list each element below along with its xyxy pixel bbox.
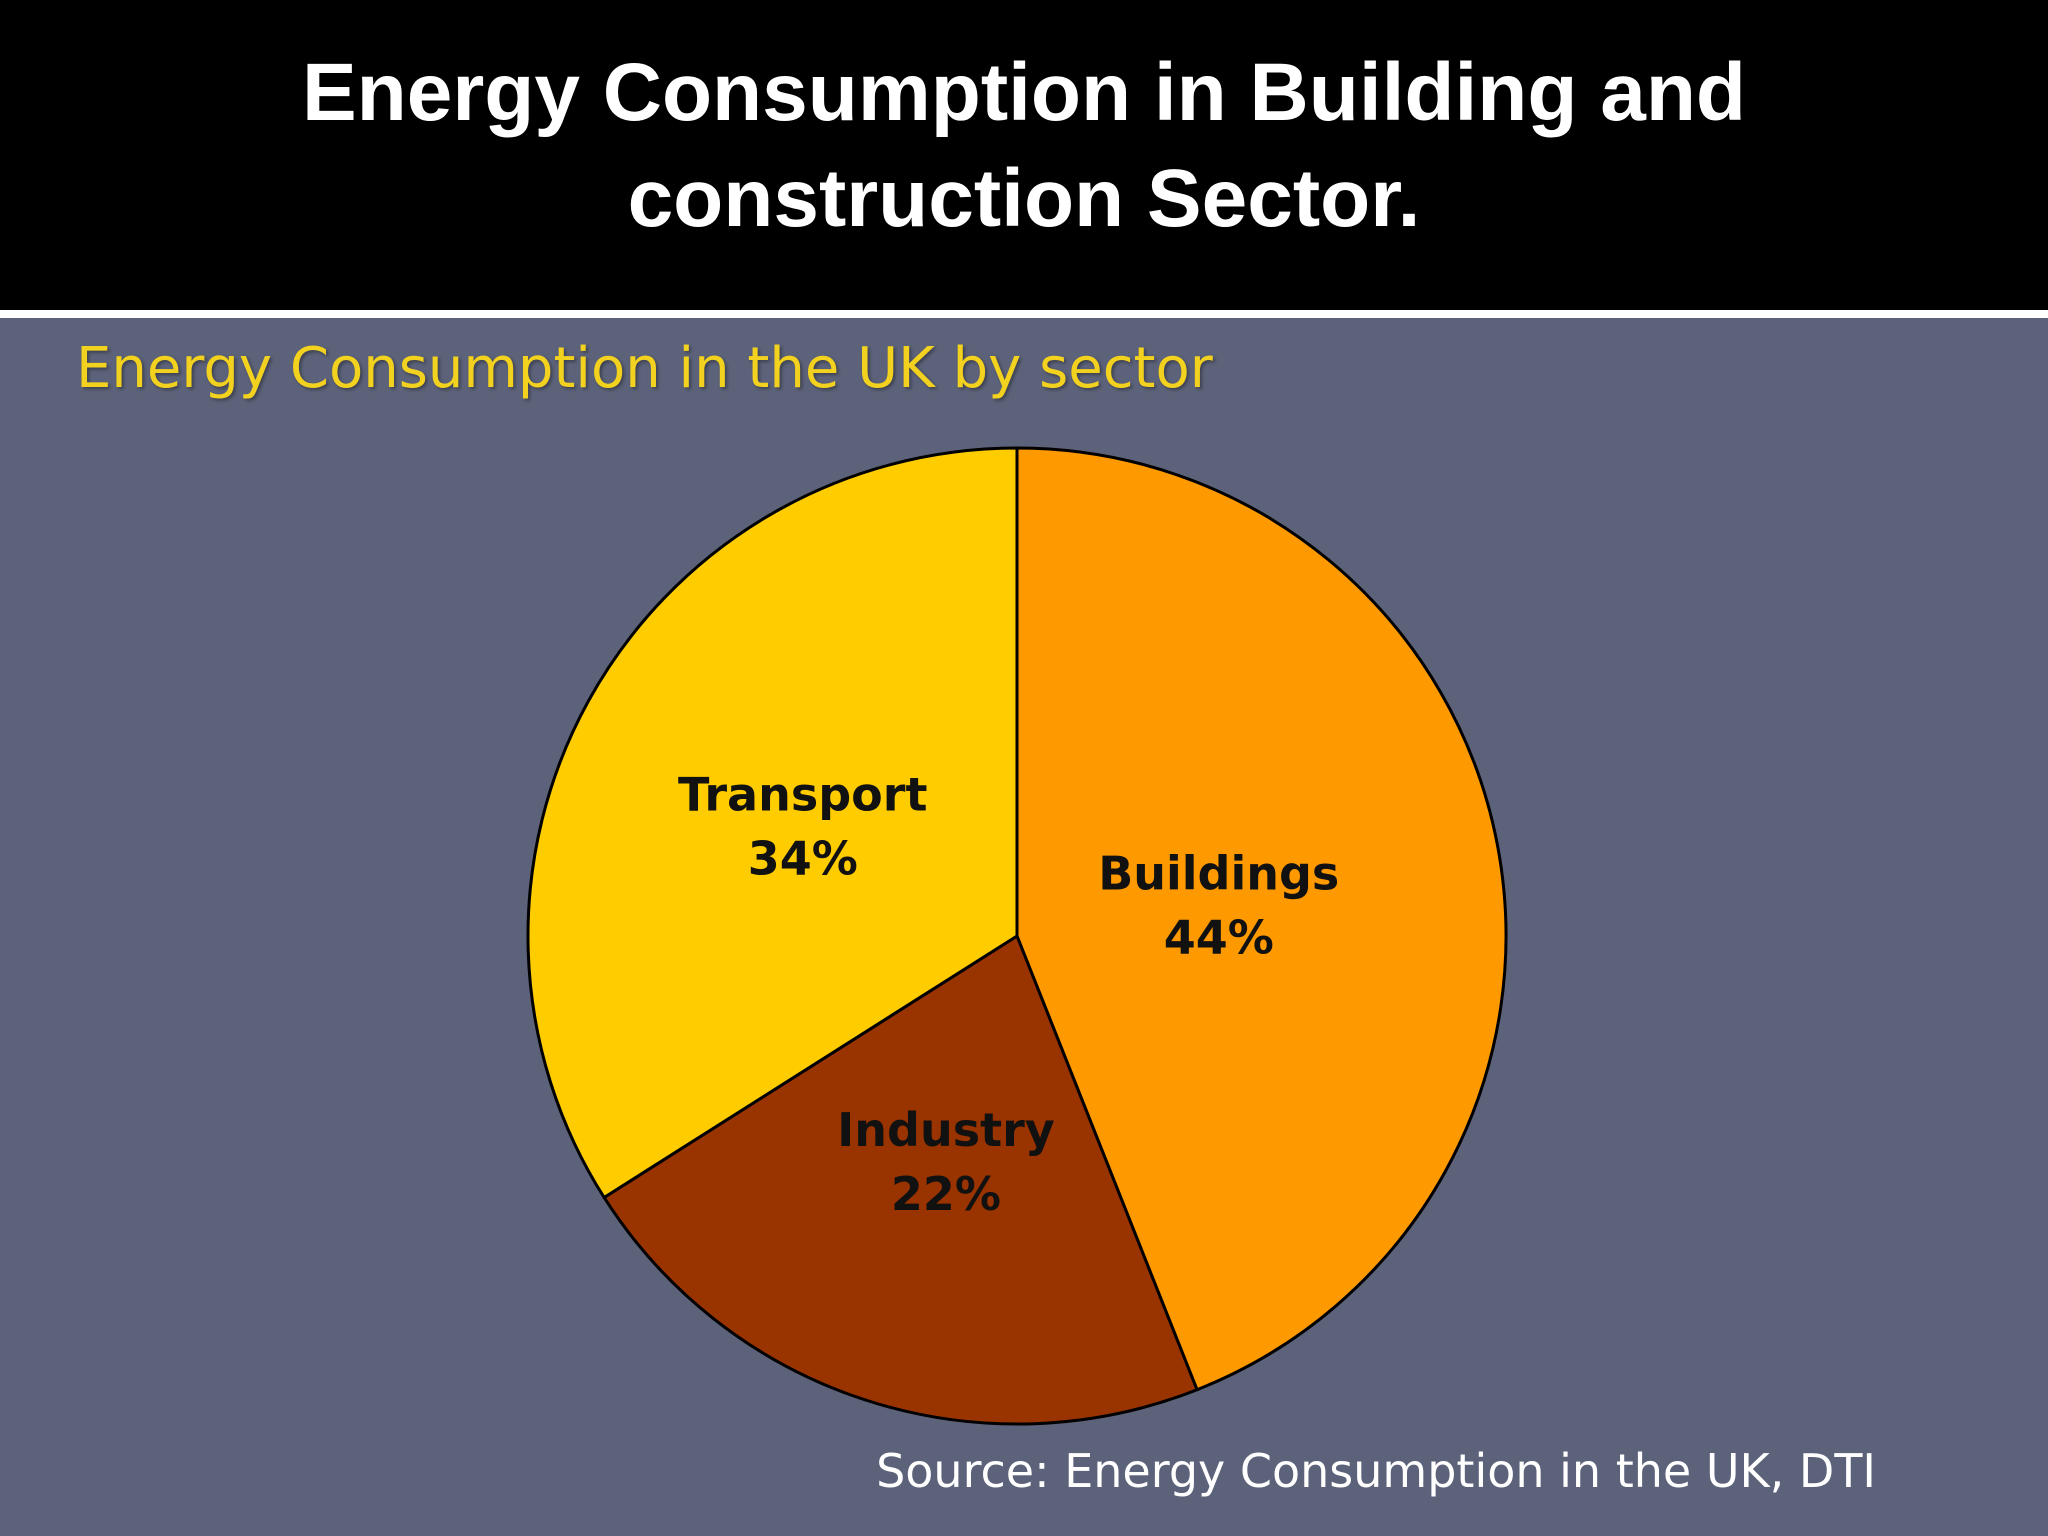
pie-slices [526,446,1508,1426]
pie-slice-transport [526,446,1019,1200]
chart-title: Energy Consumption in the UK by sector [76,336,1213,401]
pie-slice-industry [602,933,1199,1426]
pie-labels: Buildings 44% Industry 22% Transport 34% [678,767,1339,1221]
slice-label-transport: Transport [678,767,927,821]
slice-value-industry: 22% [891,1167,1001,1221]
pie-slice-buildings [1015,446,1508,1392]
source-note: Source: Energy Consumption in the UK, DT… [876,1444,1876,1498]
title-band: Energy Consumption in Building and const… [0,0,2048,318]
slice-label-buildings: Buildings [1098,847,1339,901]
slice-label-industry: Industry [837,1103,1055,1157]
slide-title: Energy Consumption in Building and const… [301,47,1747,244]
slice-value-buildings: 44% [1164,911,1274,965]
slice-value-transport: 34% [748,831,858,885]
